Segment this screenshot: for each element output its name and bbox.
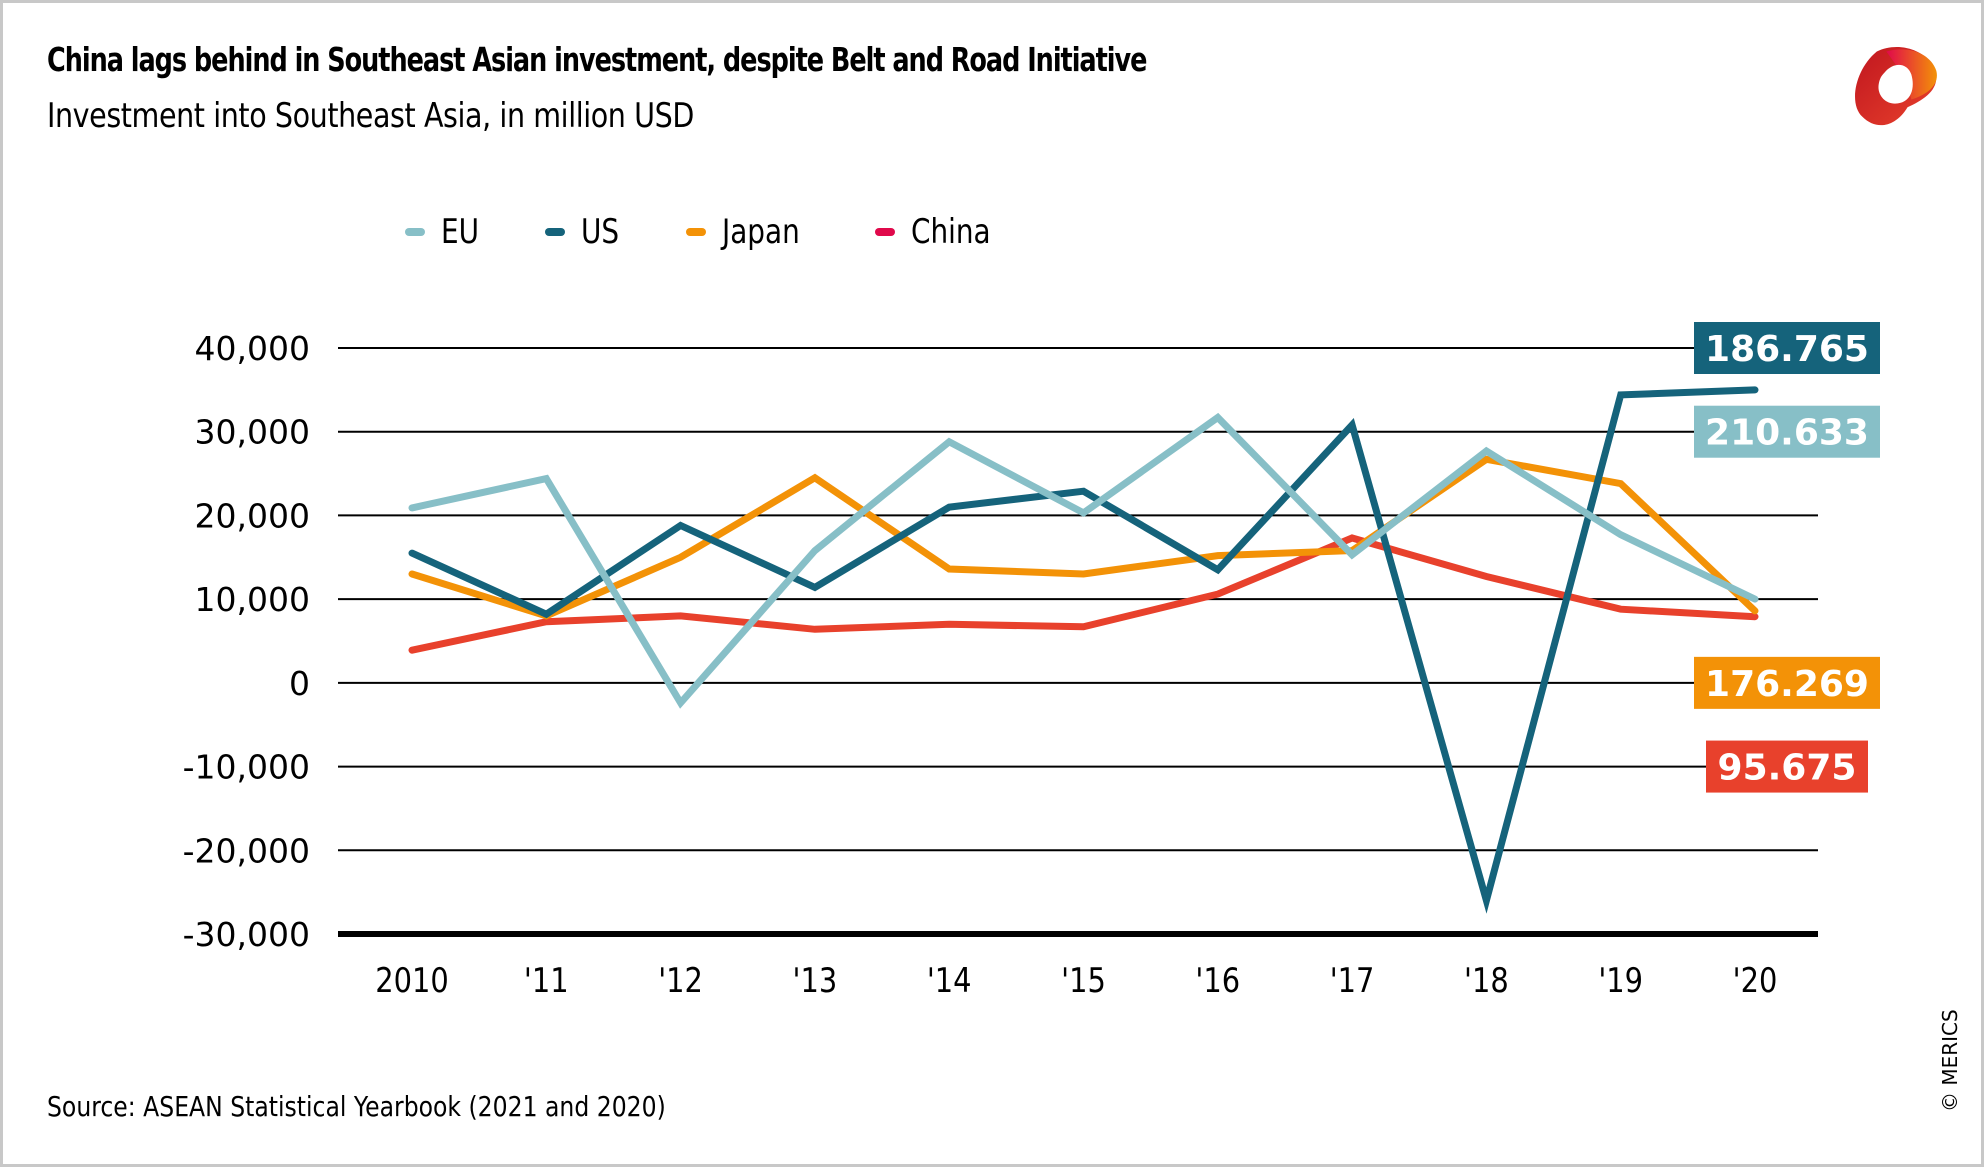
y-tick-label: -10,000 [183, 748, 310, 787]
legend-swatch-us [545, 228, 566, 236]
merics-logo-icon [1855, 47, 1937, 126]
x-tick-label: '12 [658, 962, 703, 1001]
legend-label: US [581, 212, 620, 252]
legend-item-us: US [545, 212, 627, 252]
y-tick-label: 30,000 [195, 413, 310, 452]
x-tick-label: '20 [1733, 962, 1778, 1001]
total-label-china: 95.675 [1718, 748, 1857, 789]
y-tick-label: -30,000 [183, 915, 310, 954]
x-tick-label: '15 [1061, 962, 1106, 1001]
legend-item-eu: EU [405, 212, 487, 252]
total-label-box-china [1706, 740, 1868, 793]
chart-subtitle: Investment into Southeast Asia, in milli… [47, 96, 694, 136]
legend-label: EU [441, 212, 480, 252]
x-tick-label: '14 [927, 962, 972, 1001]
copyright-credit: © MERICS [1938, 1009, 1962, 1112]
y-tick-label: 20,000 [195, 496, 310, 535]
y-tick-label: 10,000 [195, 580, 310, 619]
y-tick-label: -20,000 [183, 831, 310, 870]
legend-swatch-japan [685, 228, 706, 236]
legend-label: China [910, 212, 991, 252]
total-label-us: 186.765 [1705, 329, 1869, 370]
y-tick-label: 0 [289, 664, 310, 703]
total-label-box-us [1694, 322, 1880, 374]
x-tick-label: '18 [1464, 962, 1509, 1001]
x-tick-label: '17 [1330, 962, 1375, 1001]
total-label-box-japan [1694, 656, 1880, 709]
x-tick-label: '13 [793, 962, 838, 1001]
x-tick-label: '16 [1195, 962, 1240, 1001]
source-note: Source: ASEAN Statistical Yearbook (2021… [47, 1090, 666, 1123]
chart-title: China lags behind in Southeast Asian inv… [47, 40, 1147, 79]
legend-swatch-china [874, 228, 895, 236]
legend-item-japan: Japan [685, 212, 817, 252]
total-label-box-eu [1694, 405, 1880, 458]
legend-item-china: China [874, 212, 1008, 252]
y-tick-label: 40,000 [195, 329, 310, 368]
legend-label: Japan [721, 212, 800, 252]
chart-legend: EU US Japan China [405, 212, 1066, 252]
x-tick-label: 2010 [375, 962, 449, 1001]
total-label-japan: 176.269 [1705, 664, 1869, 705]
series-line-us [408, 386, 1759, 914]
total-label-eu: 210.633 [1705, 413, 1869, 454]
x-tick-label: '19 [1598, 962, 1643, 1001]
x-tick-label: '11 [524, 962, 569, 1001]
legend-swatch-eu [405, 228, 425, 236]
